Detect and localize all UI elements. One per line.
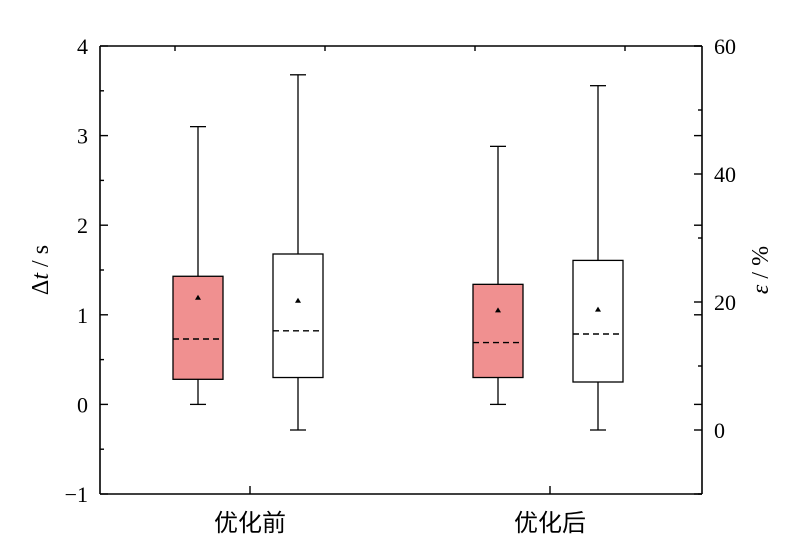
left-axis-title: Δt / s [28, 245, 54, 295]
boxes [172, 74, 624, 431]
box-left-before [172, 275, 224, 380]
left-axis-title-unit: / s [28, 245, 54, 273]
left-axis-title-variable: t [28, 272, 54, 280]
mean-marker-left-after [495, 307, 501, 313]
left-tick-label: −1 [65, 482, 88, 507]
left-tick-label: 2 [77, 213, 88, 238]
left-axis-title-symbol: Δ [28, 280, 54, 295]
box-right-after [572, 259, 624, 383]
mean-marker-right-after [595, 306, 601, 312]
left-tick-label: 3 [77, 124, 88, 149]
right-axis-title: ε / % [748, 246, 774, 294]
left-tick-label: 0 [77, 392, 88, 417]
box-left-after [472, 283, 524, 379]
right-tick-label: 60 [714, 34, 736, 59]
category-label-before: 优化前 [214, 509, 286, 537]
right-tick-label: 20 [714, 290, 736, 315]
right-tick-label: 40 [714, 162, 736, 187]
right-axis-title-unit: / % [748, 246, 774, 285]
mean-marker-left-before [195, 294, 201, 300]
mean-marker-right-before [295, 297, 301, 303]
category-label-after: 优化后 [514, 509, 586, 537]
right-axis-title-variable: ε [748, 284, 774, 294]
category-labels: 优化前 优化后 [214, 509, 586, 537]
right-tick-label: 0 [714, 418, 725, 443]
box-right-before [272, 253, 324, 379]
left-tick-label: 1 [77, 303, 88, 328]
left-tick-label: 4 [77, 34, 88, 59]
